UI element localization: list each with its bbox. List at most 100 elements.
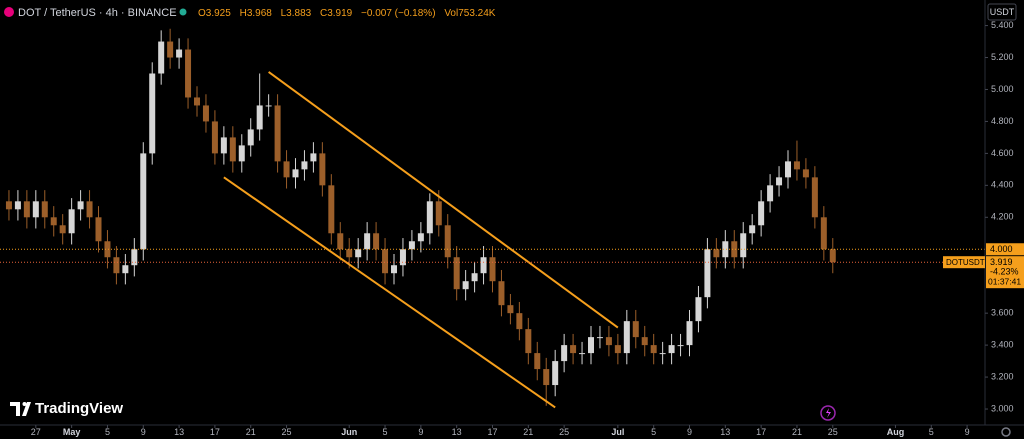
candle-body [382, 249, 389, 274]
candle-body [614, 345, 621, 354]
candle [220, 126, 227, 165]
candle [525, 317, 532, 365]
candle-body [820, 217, 827, 250]
candle-body [391, 265, 397, 274]
candle-body [695, 297, 702, 322]
candle-body [408, 241, 415, 250]
candle [399, 238, 406, 277]
candle-body [274, 105, 281, 162]
currency-box[interactable] [987, 3, 1017, 21]
candle [229, 126, 236, 173]
candle-body [453, 257, 460, 290]
ohlc-legend: O3.925 H3.968 L3.883 C3.919 −0.007 (−0.1… [198, 8, 496, 19]
candle [507, 293, 514, 325]
candle [767, 174, 774, 213]
candle-body [740, 233, 747, 258]
candle [516, 301, 523, 341]
candle-body [632, 321, 639, 338]
candle [704, 238, 711, 309]
candle [408, 230, 415, 261]
candle [677, 333, 684, 357]
candle [561, 333, 568, 373]
candle [265, 94, 272, 117]
brand: TradingView [35, 400, 123, 417]
candle [247, 118, 254, 157]
candle-body [596, 337, 603, 339]
candle-body [68, 209, 75, 234]
candle-body [5, 201, 12, 210]
y-tick-label: 5.400 [991, 20, 1014, 30]
candle [337, 222, 344, 261]
candle [41, 190, 48, 229]
candle-body [355, 249, 362, 258]
candle [588, 325, 594, 365]
candle [471, 262, 478, 293]
candle [364, 222, 371, 261]
x-tick-label: 5 [929, 427, 934, 437]
candle-body [122, 265, 129, 274]
x-tick-label: 25 [828, 427, 838, 437]
symbol-tag [943, 256, 985, 269]
ohlc-change: −0.007 (−0.18%) [361, 8, 436, 19]
candle [605, 325, 612, 357]
y-tick-label: 5.000 [991, 84, 1014, 94]
candle [176, 38, 183, 69]
candle-body [659, 353, 666, 355]
candle [417, 222, 424, 253]
candle-body [516, 313, 523, 330]
currency[interactable]: USDT [990, 7, 1015, 17]
candle [659, 341, 666, 365]
candle [570, 333, 577, 365]
candle [444, 214, 451, 269]
candle [793, 140, 800, 181]
candle-body [793, 161, 800, 170]
candle [749, 214, 756, 245]
candle [632, 309, 639, 349]
candle [238, 134, 245, 173]
x-tick-label: 27 [31, 427, 41, 437]
candle [713, 238, 720, 269]
candle-body [462, 281, 469, 290]
candle [614, 333, 621, 365]
candle-body [41, 201, 48, 218]
candle [32, 190, 39, 229]
y-tick-label: 4.800 [991, 116, 1014, 126]
candle-body [149, 73, 156, 154]
candle-body [623, 321, 630, 354]
symbol-icon [4, 7, 14, 17]
logo-dot [22, 402, 27, 406]
alert-icon[interactable] [820, 405, 836, 421]
candle [740, 222, 747, 269]
candle-body [238, 145, 245, 162]
x-tick-label: 21 [792, 427, 802, 437]
settings-icon[interactable] [1001, 427, 1011, 437]
candle-body [346, 249, 353, 258]
candle [623, 309, 630, 365]
candle [382, 238, 389, 285]
candle-body [131, 249, 138, 266]
candle [86, 190, 93, 229]
candle-body [749, 225, 756, 234]
x-tick-label: Jun [341, 427, 357, 437]
change-label: -4.23% [990, 267, 1019, 277]
market-status [179, 8, 187, 16]
candle [202, 94, 209, 133]
y-tick-label: 5.200 [991, 52, 1014, 62]
candle [104, 230, 111, 269]
candle-body [14, 201, 21, 210]
candle [435, 190, 442, 237]
candle [695, 285, 702, 333]
candle [283, 150, 290, 189]
x-tick-label: 5 [651, 427, 656, 437]
candle [776, 166, 783, 197]
x-tick-label: 17 [756, 427, 766, 437]
volume: Vol753.24K [444, 8, 495, 19]
symbol-title[interactable]: DOT / TetherUS · 4h · BINANCE [18, 7, 177, 19]
candle [328, 174, 335, 245]
candle-body [50, 217, 57, 226]
candle-body [167, 41, 174, 58]
candle [498, 270, 505, 317]
candle-body [605, 337, 612, 346]
candle-body [23, 201, 30, 218]
